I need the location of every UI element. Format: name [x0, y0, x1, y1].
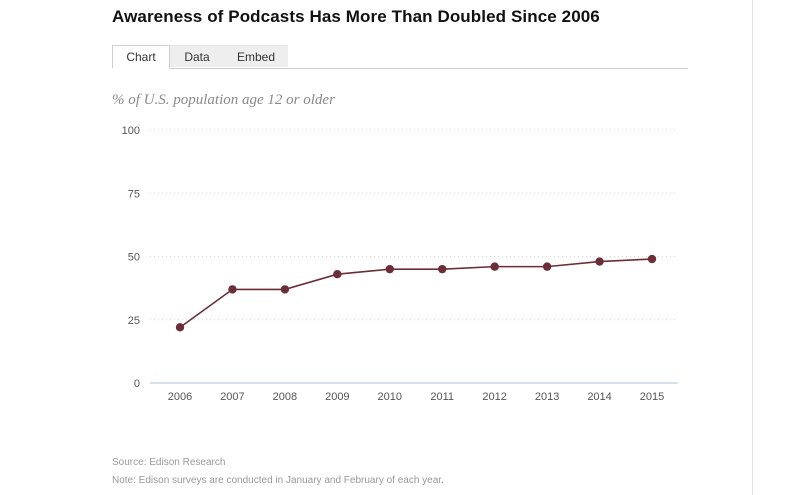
tab-chart[interactable]: Chart [112, 45, 170, 69]
data-point [490, 262, 499, 271]
x-tick-label: 2009 [325, 391, 349, 403]
x-tick-label: 2013 [535, 391, 559, 403]
data-point [175, 323, 185, 332]
right-divider [752, 0, 753, 495]
y-tick-label: 0 [134, 378, 140, 390]
y-tick-label: 75 [128, 188, 140, 200]
x-tick-label: 2011 [430, 391, 454, 403]
x-tick-label: 2014 [587, 391, 611, 403]
method-note: Note: Edison surveys are conducted in Ja… [112, 475, 444, 486]
data-point [595, 257, 604, 266]
data-point [228, 285, 237, 294]
series-line [179, 258, 653, 328]
x-tick-label: 2007 [220, 391, 244, 403]
tab-data[interactable]: Data [170, 45, 224, 67]
y-tick-label: 25 [128, 315, 140, 327]
x-tick-label: 2006 [168, 391, 192, 403]
chart-title: Awareness of Podcasts Has More Than Doub… [112, 7, 600, 26]
y-tick-label: 100 [122, 125, 140, 137]
data-point [438, 264, 447, 274]
x-tick-label: 2008 [273, 391, 297, 403]
data-point [647, 254, 657, 264]
data-point [280, 285, 290, 294]
source-note: Source: Edison Research [112, 457, 226, 468]
x-tick-label: 2010 [378, 391, 402, 403]
x-tick-label: 2012 [482, 391, 506, 403]
tab-embed[interactable]: Embed [224, 45, 288, 67]
y-tick-label: 50 [128, 252, 140, 264]
data-point [385, 264, 394, 274]
chart-subtitle: % of U.S. population age 12 or older [112, 92, 335, 108]
data-point [542, 262, 552, 271]
data-point [333, 270, 342, 279]
tab-bar: Chart Data Embed [112, 45, 688, 69]
x-tick-label: 2015 [640, 391, 664, 403]
